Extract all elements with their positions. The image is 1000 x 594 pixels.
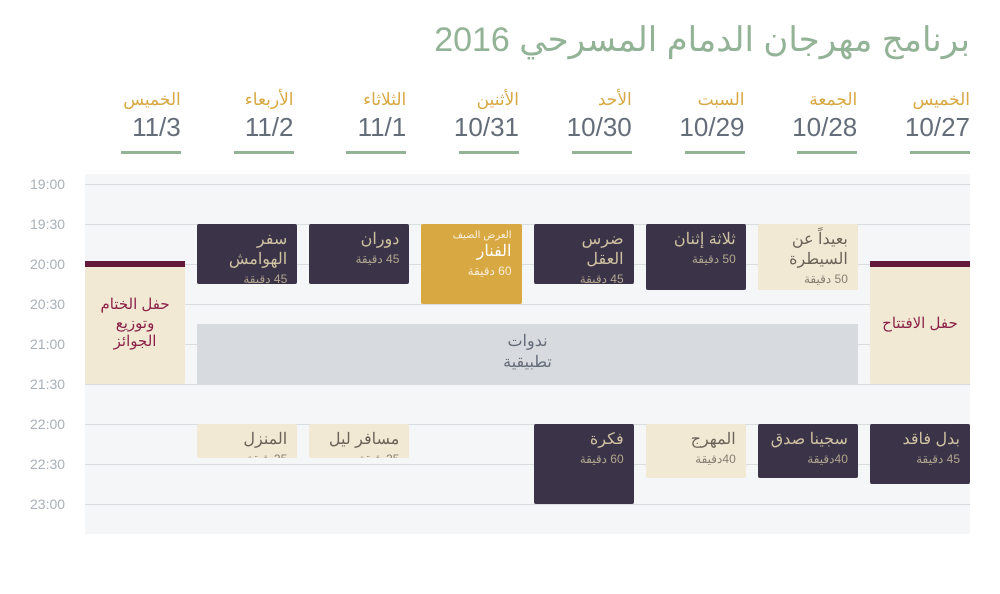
event-duration: 25دقيقة xyxy=(207,452,287,458)
day-date: 11/3 xyxy=(80,112,181,143)
ceremony-bar xyxy=(870,261,970,267)
event-duration: 60 دقيقة xyxy=(544,452,624,466)
event-duration: 45 دقيقة xyxy=(544,272,624,284)
time-axis: 19:00 19:30 20:00 20:30 21:00 21:30 22:00 22:30… xyxy=(30,174,80,534)
day-rule xyxy=(572,151,632,154)
day-name: السبت xyxy=(644,90,745,110)
ceremony-bar xyxy=(85,261,185,267)
grid-hline xyxy=(85,384,970,385)
day-header: الأربعاء11/2 xyxy=(193,90,294,154)
event-title: ضرس العقل xyxy=(544,230,624,270)
event-block: مسافر ليل 25دقيقة xyxy=(309,424,409,458)
day-date: 11/2 xyxy=(193,112,294,143)
event-block: سجينا صدق 40دقيقة xyxy=(758,424,858,478)
seminar-band: ندواتتطبيقية xyxy=(197,324,858,384)
time-label: 23:00 xyxy=(30,496,65,512)
event-title: سفر الهوامش xyxy=(207,230,287,270)
day-date: 10/31 xyxy=(418,112,519,143)
event-duration: 45 دقيقة xyxy=(880,452,960,466)
event-block: حفل الافتتاح xyxy=(870,264,970,384)
time-label: 22:00 xyxy=(30,416,65,432)
day-rule xyxy=(346,151,406,154)
event-block: المنزل 25دقيقة xyxy=(197,424,297,458)
grid-hline xyxy=(85,184,970,185)
time-label: 19:30 xyxy=(30,216,65,232)
event-duration: 40دقيقة xyxy=(656,452,736,466)
time-label: 20:30 xyxy=(30,296,65,312)
schedule-grid: 19:00 19:30 20:00 20:30 21:00 21:30 22:00 22:30… xyxy=(30,174,970,534)
day-header: الأحد10/30 xyxy=(531,90,632,154)
event-title: حفل الافتتاح xyxy=(882,315,958,334)
day-date: 10/28 xyxy=(757,112,858,143)
event-duration: 45 دقيقة xyxy=(319,252,399,266)
event-title: دوران xyxy=(319,230,399,250)
event-block: المهرج 40دقيقة xyxy=(646,424,746,478)
event-title: سجينا صدق xyxy=(768,430,848,450)
event-supertitle: العرض الضيف xyxy=(431,230,511,242)
grid-hline xyxy=(85,304,970,305)
time-label: 22:30 xyxy=(30,456,65,472)
schedule: الخميس10/27الجمعة10/28السبت10/29الأحد10/… xyxy=(30,90,970,534)
event-block: العرض الضيفالفنار 60 دقيقة xyxy=(421,224,521,304)
day-rule xyxy=(234,151,294,154)
event-title: بدل فاقد xyxy=(880,430,960,450)
day-rule xyxy=(121,151,181,154)
event-duration: 25دقيقة xyxy=(319,452,399,458)
day-name: الأثنين xyxy=(418,90,519,110)
day-name: الخميس xyxy=(80,90,181,110)
event-duration: 40دقيقة xyxy=(768,452,848,466)
day-header: الجمعة10/28 xyxy=(757,90,858,154)
event-duration: 50 دقيقة xyxy=(768,272,848,286)
event-title: الفنار xyxy=(431,242,511,262)
event-duration: 60 دقيقة xyxy=(431,264,511,278)
event-title: فكرة xyxy=(544,430,624,450)
event-duration: 45 دقيقة xyxy=(207,272,287,284)
day-date: 10/30 xyxy=(531,112,632,143)
day-date: 10/29 xyxy=(644,112,745,143)
time-label: 20:00 xyxy=(30,256,65,272)
day-name: الأحد xyxy=(531,90,632,110)
grid-hline xyxy=(85,504,970,505)
event-title: المهرج xyxy=(656,430,736,450)
day-header: الخميس10/27 xyxy=(869,90,970,154)
event-block: بعيداً عن السيطرة 50 دقيقة xyxy=(758,224,858,290)
event-block: حفل الختام وتوزيع الجوائز xyxy=(85,264,185,384)
event-block: ثلاثة إثنان 50 دقيقة xyxy=(646,224,746,290)
page-title: برنامج مهرجان الدمام المسرحي 2016 xyxy=(30,20,970,60)
day-name: الثلاثاء xyxy=(306,90,407,110)
seminar-line2: تطبيقية xyxy=(197,353,858,374)
time-label: 21:00 xyxy=(30,336,65,352)
seminar-line1: ندوات xyxy=(197,332,858,353)
day-header: الخميس11/3 xyxy=(80,90,181,154)
day-rule xyxy=(910,151,970,154)
event-block: دوران 45 دقيقة xyxy=(309,224,409,284)
time-label: 21:30 xyxy=(30,376,65,392)
event-block: ضرس العقل 45 دقيقة xyxy=(534,224,634,284)
days-header-row: الخميس10/27الجمعة10/28السبت10/29الأحد10/… xyxy=(30,90,970,154)
day-rule xyxy=(459,151,519,154)
day-name: الخميس xyxy=(869,90,970,110)
event-title: مسافر ليل xyxy=(319,430,399,450)
event-duration: 50 دقيقة xyxy=(656,252,736,266)
time-label: 19:00 xyxy=(30,176,65,192)
day-rule xyxy=(797,151,857,154)
event-block: بدل فاقد 45 دقيقة xyxy=(870,424,970,484)
event-block: فكرة 60 دقيقة xyxy=(534,424,634,504)
event-title: ثلاثة إثنان xyxy=(656,230,736,250)
day-name: الجمعة xyxy=(757,90,858,110)
event-title: المنزل xyxy=(207,430,287,450)
event-title: حفل الختام وتوزيع الجوائز xyxy=(95,296,175,352)
day-header: الأثنين10/31 xyxy=(418,90,519,154)
day-name: الأربعاء xyxy=(193,90,294,110)
day-date: 11/1 xyxy=(306,112,407,143)
day-header: الثلاثاء11/1 xyxy=(306,90,407,154)
day-rule xyxy=(685,151,745,154)
day-header: السبت10/29 xyxy=(644,90,745,154)
event-title: بعيداً عن السيطرة xyxy=(768,230,848,270)
event-block: سفر الهوامش 45 دقيقة xyxy=(197,224,297,284)
day-date: 10/27 xyxy=(869,112,970,143)
